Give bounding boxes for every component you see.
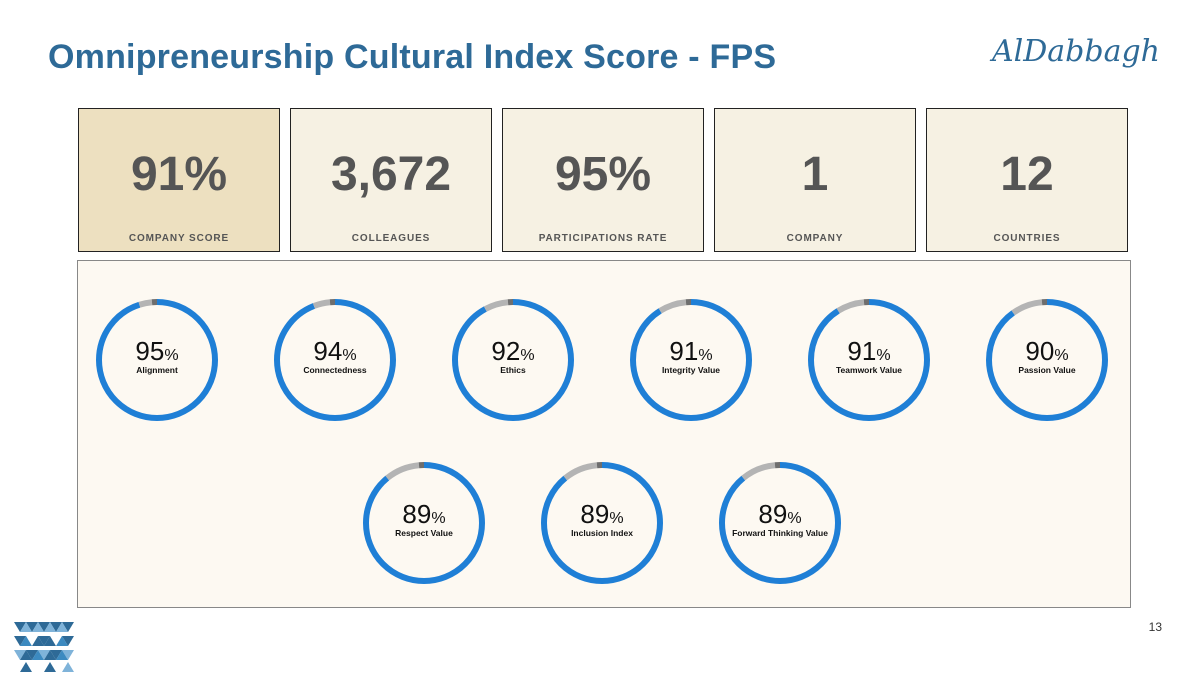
gauge-number: 90	[1025, 336, 1055, 366]
gauge-label: Ethics	[500, 365, 526, 375]
gauge-alignment: 95% Alignment	[95, 298, 219, 422]
gauge-number: 91	[847, 336, 877, 366]
gauge-marker-arc	[630, 299, 752, 421]
gauges-panel: 95% Alignment 94% Connectedness 92% Ethics 91%…	[77, 260, 1131, 608]
gauge-respect-value: 89% Respect Value	[362, 461, 486, 585]
kpi-value: 1	[801, 148, 829, 201]
gauge-unit: %	[787, 510, 802, 527]
kpi-label: COUNTRIES	[993, 233, 1061, 244]
gauge-number: 91	[669, 336, 699, 366]
gauge-label: Alignment	[136, 365, 178, 375]
gauge-unit: %	[876, 347, 891, 364]
gauge-number: 89	[580, 499, 610, 529]
gauge-number: 95	[135, 336, 165, 366]
kpi-label: COLLEAGUES	[351, 233, 431, 244]
gauge-unit: %	[698, 347, 713, 364]
kpi-company-score: 91% COMPANY SCORE	[78, 108, 280, 252]
kpi-label: PARTICIPATIONS RATE	[538, 233, 668, 244]
gauge-value: 90%	[1025, 338, 1068, 364]
gauge-center: 91% Integrity Value	[629, 298, 753, 422]
kpi-row: 91% COMPANY SCORE 3,672 COLLEAGUES 95% P…	[78, 108, 1128, 252]
kpi-participation-rate: 95% PARTICIPATIONS RATE	[502, 108, 704, 252]
gauge-value: 89%	[758, 501, 801, 527]
gauge-passion-value: 90% Passion Value	[985, 298, 1109, 422]
page-number: 13	[1148, 620, 1162, 634]
gauge-value: 89%	[580, 501, 623, 527]
gauge-value: 92%	[491, 338, 534, 364]
gauge-unit: %	[431, 510, 446, 527]
gauge-ethics: 92% Ethics	[451, 298, 575, 422]
gauge-center: 94% Connectedness	[273, 298, 397, 422]
gauge-label: Passion Value	[1018, 365, 1076, 375]
kpi-label: COMPANY	[786, 233, 844, 244]
gauge-value: 95%	[135, 338, 178, 364]
gauge-center: 91% Teamwork Value	[807, 298, 931, 422]
gauge-unit: %	[342, 347, 357, 364]
gauge-unit: %	[164, 347, 179, 364]
gauge-label: Inclusion Index	[571, 528, 633, 538]
gauge-center: 89% Inclusion Index	[540, 461, 664, 585]
kpi-countries: 12 COUNTRIES	[926, 108, 1128, 252]
gauge-label: Connectedness	[303, 365, 367, 375]
gauge-label: Integrity Value	[661, 365, 721, 375]
gauge-center: 92% Ethics	[451, 298, 575, 422]
gauge-number: 94	[313, 336, 343, 366]
gauge-marker-arc	[274, 299, 396, 421]
gauge-marker-arc	[452, 299, 574, 421]
gauge-unit: %	[1054, 347, 1069, 364]
gauge-number: 92	[491, 336, 521, 366]
gauge-marker-arc	[363, 462, 485, 584]
kpi-value: 3,672	[330, 148, 452, 201]
triangle-pattern-logo-icon	[14, 622, 74, 677]
gauge-marker-arc	[96, 299, 218, 421]
slide-title: Omnipreneurship Cultural Index Score - F…	[48, 38, 777, 76]
gauge-label: Forward Thinking Value	[732, 528, 828, 538]
gauge-center: 89% Forward Thinking Value	[718, 461, 842, 585]
kpi-value: 12	[1000, 148, 1054, 201]
gauge-value: 91%	[669, 338, 712, 364]
gauge-marker-arc	[808, 299, 930, 421]
kpi-value: 95%	[554, 148, 652, 201]
kpi-label: COMPANY SCORE	[128, 233, 230, 244]
gauge-marker-arc	[986, 299, 1108, 421]
kpi-company: 1 COMPANY	[714, 108, 916, 252]
gauge-marker-arc	[541, 462, 663, 584]
gauge-connectedness: 94% Connectedness	[273, 298, 397, 422]
gauge-label: Teamwork Value	[836, 365, 902, 375]
gauge-label: Respect Value	[395, 528, 453, 538]
gauge-teamwork-value: 91% Teamwork Value	[807, 298, 931, 422]
gauge-unit: %	[609, 510, 624, 527]
gauge-number: 89	[758, 499, 788, 529]
gauge-value: 94%	[313, 338, 356, 364]
gauge-center: 89% Respect Value	[362, 461, 486, 585]
kpi-value: 91%	[130, 148, 228, 201]
gauge-value: 89%	[402, 501, 445, 527]
gauge-center: 95% Alignment	[95, 298, 219, 422]
gauge-number: 89	[402, 499, 432, 529]
kpi-colleagues: 3,672 COLLEAGUES	[290, 108, 492, 252]
gauge-integrity-value: 91% Integrity Value	[629, 298, 753, 422]
gauge-unit: %	[520, 347, 535, 364]
gauge-inclusion-index: 89% Inclusion Index	[540, 461, 664, 585]
gauge-forward-thinking-value: 89% Forward Thinking Value	[718, 461, 842, 585]
company-logo: AlDabbagh	[991, 34, 1160, 69]
gauge-value: 91%	[847, 338, 890, 364]
gauge-center: 90% Passion Value	[985, 298, 1109, 422]
gauge-marker-arc	[719, 462, 841, 584]
